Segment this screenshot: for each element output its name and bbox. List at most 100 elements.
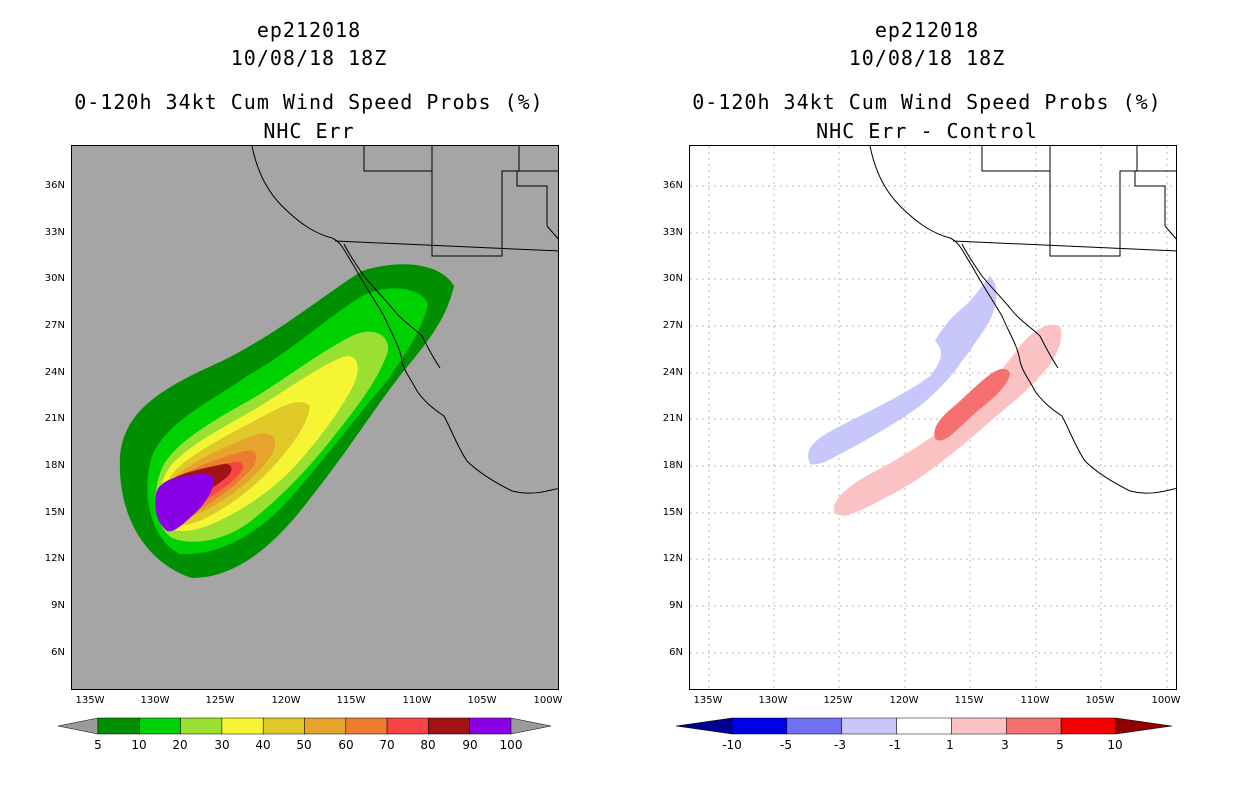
lon-label: 115W (954, 695, 984, 706)
lat-label: 12N (662, 553, 683, 564)
colorbar-under (58, 717, 99, 735)
colorbar-swatch (221, 717, 264, 735)
lat-label: 30N (662, 273, 683, 284)
lat-label: 6N (51, 647, 65, 658)
colorbar-swatch (386, 717, 429, 735)
lon-label: 120W (889, 695, 919, 706)
lon-label: 110W (1020, 695, 1050, 706)
colorbar-swatch (262, 717, 305, 735)
colorbar-swatch (731, 717, 788, 735)
lat-label: 27N (44, 320, 65, 331)
colorbar-swatch (180, 717, 223, 735)
colorbar-label: -3 (834, 738, 846, 752)
colorbar-label: 100 (499, 738, 523, 752)
right-storm-id: ep212018 (874, 18, 980, 42)
colorbar-over (510, 717, 552, 735)
colorbar-label: 10 (131, 738, 147, 752)
lat-label: 30N (44, 273, 65, 284)
colorbar-swatch (896, 717, 952, 735)
left-product-title: 0-120h 34kt Cum Wind Speed Probs (%) (74, 90, 544, 114)
lat-lon-gridlines (690, 146, 1176, 689)
lat-label: 21N (662, 413, 683, 424)
lon-label: 135W (75, 695, 105, 706)
lon-label: 105W (1085, 695, 1115, 706)
positive-3-to-5 (934, 368, 1010, 441)
lon-label: 135W (693, 695, 723, 706)
colorbar-label: -1 (889, 738, 901, 752)
colorbar-over (1115, 717, 1173, 735)
lat-label: 15N (662, 507, 683, 518)
lat-label: 24N (662, 367, 683, 378)
lat-label: 15N (44, 507, 65, 518)
lon-label: 125W (823, 695, 853, 706)
colorbar-swatch (469, 717, 512, 735)
colorbar-label: 20 (172, 738, 188, 752)
contour-90-100 (155, 474, 214, 532)
colorbar-label: 50 (296, 738, 312, 752)
colorbar-label: 5 (1056, 738, 1064, 752)
colorbar-label: 80 (420, 738, 436, 752)
colorbar-under (676, 717, 733, 735)
negative-1-to-3 (808, 276, 997, 465)
lat-label: 6N (669, 647, 683, 658)
lat-label: 33N (44, 227, 65, 238)
coastline-borders (869, 146, 1176, 494)
colorbar-swatch (139, 717, 181, 735)
right-difference-map (689, 145, 1177, 690)
lat-label: 21N (44, 413, 65, 424)
left-subtitle: NHC Err (263, 119, 355, 143)
lon-label: 125W (205, 695, 235, 706)
right-panel: ep212018 10/08/18 18Z 0-120h 34kt Cum Wi… (618, 0, 1236, 800)
colorbar-swatch (951, 717, 1007, 735)
lon-label: 100W (533, 695, 563, 706)
colorbar-swatch (786, 717, 842, 735)
colorbar-swatch (1006, 717, 1062, 735)
lat-label: 18N (44, 460, 65, 471)
right-product-title: 0-120h 34kt Cum Wind Speed Probs (%) (692, 90, 1162, 114)
colorbar-label: 40 (255, 738, 271, 752)
colorbar-label: -5 (780, 738, 792, 752)
colorbar-swatch (97, 717, 140, 735)
lat-label: 18N (662, 460, 683, 471)
colorbar-label: 1 (946, 738, 954, 752)
lat-label: 9N (669, 600, 683, 611)
colorbar-swatch (304, 717, 347, 735)
right-date: 10/08/18 18Z (848, 46, 1006, 70)
lat-label: 24N (44, 367, 65, 378)
lon-label: 100W (1151, 695, 1181, 706)
lat-label: 36N (44, 180, 65, 191)
left-colorbar (58, 717, 552, 735)
colorbar-label: -10 (722, 738, 742, 752)
lat-label: 36N (662, 180, 683, 191)
colorbar-label: 60 (338, 738, 354, 752)
difference-contours (808, 276, 1062, 516)
coastline-borders (251, 146, 558, 494)
lat-label: 33N (662, 227, 683, 238)
lat-label: 12N (44, 553, 65, 564)
colorbar-swatch (1060, 717, 1117, 735)
lon-label: 130W (140, 695, 170, 706)
lon-label: 130W (758, 695, 788, 706)
lat-label: 27N (662, 320, 683, 331)
colorbar-label: 90 (462, 738, 478, 752)
lon-label: 110W (402, 695, 432, 706)
colorbar-swatch (345, 717, 388, 735)
left-date: 10/08/18 18Z (230, 46, 388, 70)
lon-label: 115W (336, 695, 366, 706)
lon-label: 105W (467, 695, 497, 706)
probability-contours (119, 264, 455, 578)
colorbar-swatch (428, 717, 470, 735)
colorbar-label: 5 (94, 738, 102, 752)
lon-label: 120W (271, 695, 301, 706)
right-colorbar (676, 717, 1173, 735)
lat-label: 9N (51, 600, 65, 611)
left-storm-id: ep212018 (256, 18, 362, 42)
right-subtitle: NHC Err - Control (816, 119, 1038, 143)
left-panel: ep212018 10/08/18 18Z 0-120h 34kt Cum Wi… (44, 18, 563, 752)
colorbar-label: 30 (214, 738, 230, 752)
colorbar-label: 10 (1107, 738, 1123, 752)
colorbar-label: 70 (379, 738, 395, 752)
colorbar-swatch (841, 717, 897, 735)
colorbar-label: 3 (1001, 738, 1009, 752)
left-probability-map (71, 145, 559, 690)
